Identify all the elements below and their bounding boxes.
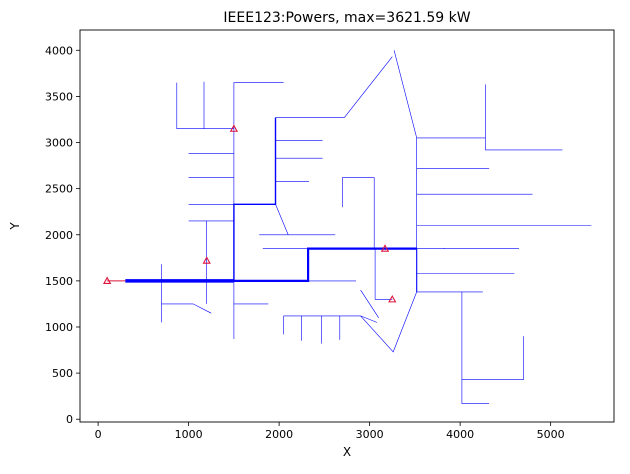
chart-title: IEEE123:Powers, max=3621.59 kW <box>223 10 470 26</box>
x-tick-label-5: 5000 <box>537 428 565 441</box>
feeder-segment-12 <box>161 303 212 314</box>
source-marker-3 <box>380 244 390 252</box>
y-tick-label-5: 2500 <box>45 183 73 196</box>
y-tick-label-2: 1000 <box>45 321 73 334</box>
y-tick-label-7: 3500 <box>45 90 73 103</box>
feeder-segment-14 <box>275 56 393 118</box>
feeder-segment-35 <box>485 84 563 151</box>
feeder-segment-0 <box>176 82 234 129</box>
x-axis: 0 1000 2000 3000 4000 5000 <box>95 422 565 441</box>
plot-content <box>103 50 592 404</box>
y-axis: 0 500 1000 1500 2000 2500 3000 3500 4000 <box>45 44 80 426</box>
feeder-segment-43 <box>461 336 524 380</box>
feeder-segment-33 <box>393 50 418 249</box>
x-tick-label-1: 1000 <box>175 428 203 441</box>
plot-frame <box>79 29 615 423</box>
y-axis-label: Y <box>8 222 22 231</box>
y-tick-label-8: 4000 <box>45 44 73 57</box>
feeder-segment-29 <box>360 291 417 353</box>
x-tick-label-2: 2000 <box>265 428 293 441</box>
source-marker-0 <box>103 276 112 284</box>
feeder-segment-18 <box>275 204 289 235</box>
feeder-segment-30 <box>360 289 379 318</box>
y-tick-label-4: 2000 <box>45 229 73 242</box>
x-tick-label-3: 3000 <box>356 428 384 441</box>
feeder-segment-25 <box>283 315 378 323</box>
heavy-flow-segment-1 <box>233 247 417 282</box>
y-tick-label-0: 0 <box>66 413 73 426</box>
y-tick-label-1: 500 <box>52 367 73 380</box>
source-marker-4 <box>388 294 397 303</box>
feeder-segment-31 <box>374 248 393 300</box>
y-tick-label-6: 3000 <box>45 137 73 150</box>
source-marker-1 <box>202 256 211 264</box>
feeder-segment-42 <box>461 291 490 404</box>
source-marker-2 <box>229 124 238 132</box>
feeder-segment-20 <box>342 177 375 249</box>
x-axis-label: X <box>343 445 351 459</box>
y-tick-label-3: 1500 <box>45 275 73 288</box>
heavy-flow-segment-2 <box>233 117 277 281</box>
x-tick-label-4: 4000 <box>446 428 474 441</box>
x-tick-label-0: 0 <box>95 428 102 441</box>
